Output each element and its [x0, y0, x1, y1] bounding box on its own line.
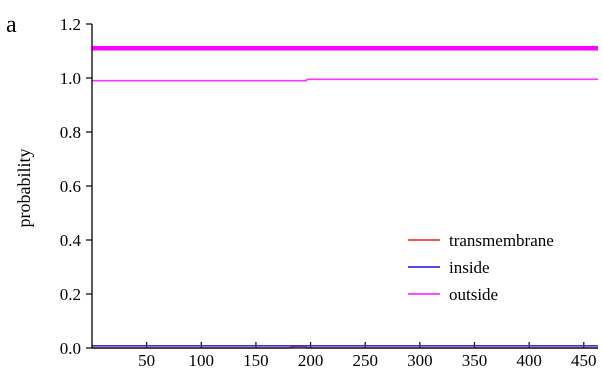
legend-label: transmembrane [449, 231, 554, 250]
y-tick-label: 1.2 [60, 15, 81, 34]
series-line-outside [92, 78, 598, 82]
legend-label: outside [449, 285, 498, 304]
x-axis: 50 100 150 200 250 300 350 400 450 [138, 342, 597, 370]
x-tick-label: 300 [407, 351, 433, 370]
legend-label: inside [449, 258, 490, 277]
x-tick-label: 250 [352, 351, 378, 370]
x-tick-label: 150 [243, 351, 269, 370]
y-tick-label: 0.4 [60, 231, 82, 250]
x-tick-label: 100 [189, 351, 215, 370]
x-tick-label: 200 [298, 351, 324, 370]
x-tick-label: 350 [462, 351, 488, 370]
x-tick-label: 50 [138, 351, 155, 370]
y-tick-label: 0.8 [60, 123, 81, 142]
y-axis: 0.0 0.2 0.4 0.6 0.8 1.0 1.2 [60, 15, 92, 358]
x-tick-label: 400 [516, 351, 542, 370]
series-layer [92, 46, 598, 349]
y-tick-label: 0.2 [60, 285, 81, 304]
panel-label: a [6, 12, 17, 38]
y-tick-label: 0.6 [60, 177, 81, 196]
y-tick-label: 0.0 [60, 339, 81, 358]
y-tick-label: 1.0 [60, 69, 81, 88]
x-tick-label: 450 [571, 351, 597, 370]
y-axis-label: probability [14, 149, 34, 228]
legend: transmembrane inside outside [408, 231, 554, 304]
